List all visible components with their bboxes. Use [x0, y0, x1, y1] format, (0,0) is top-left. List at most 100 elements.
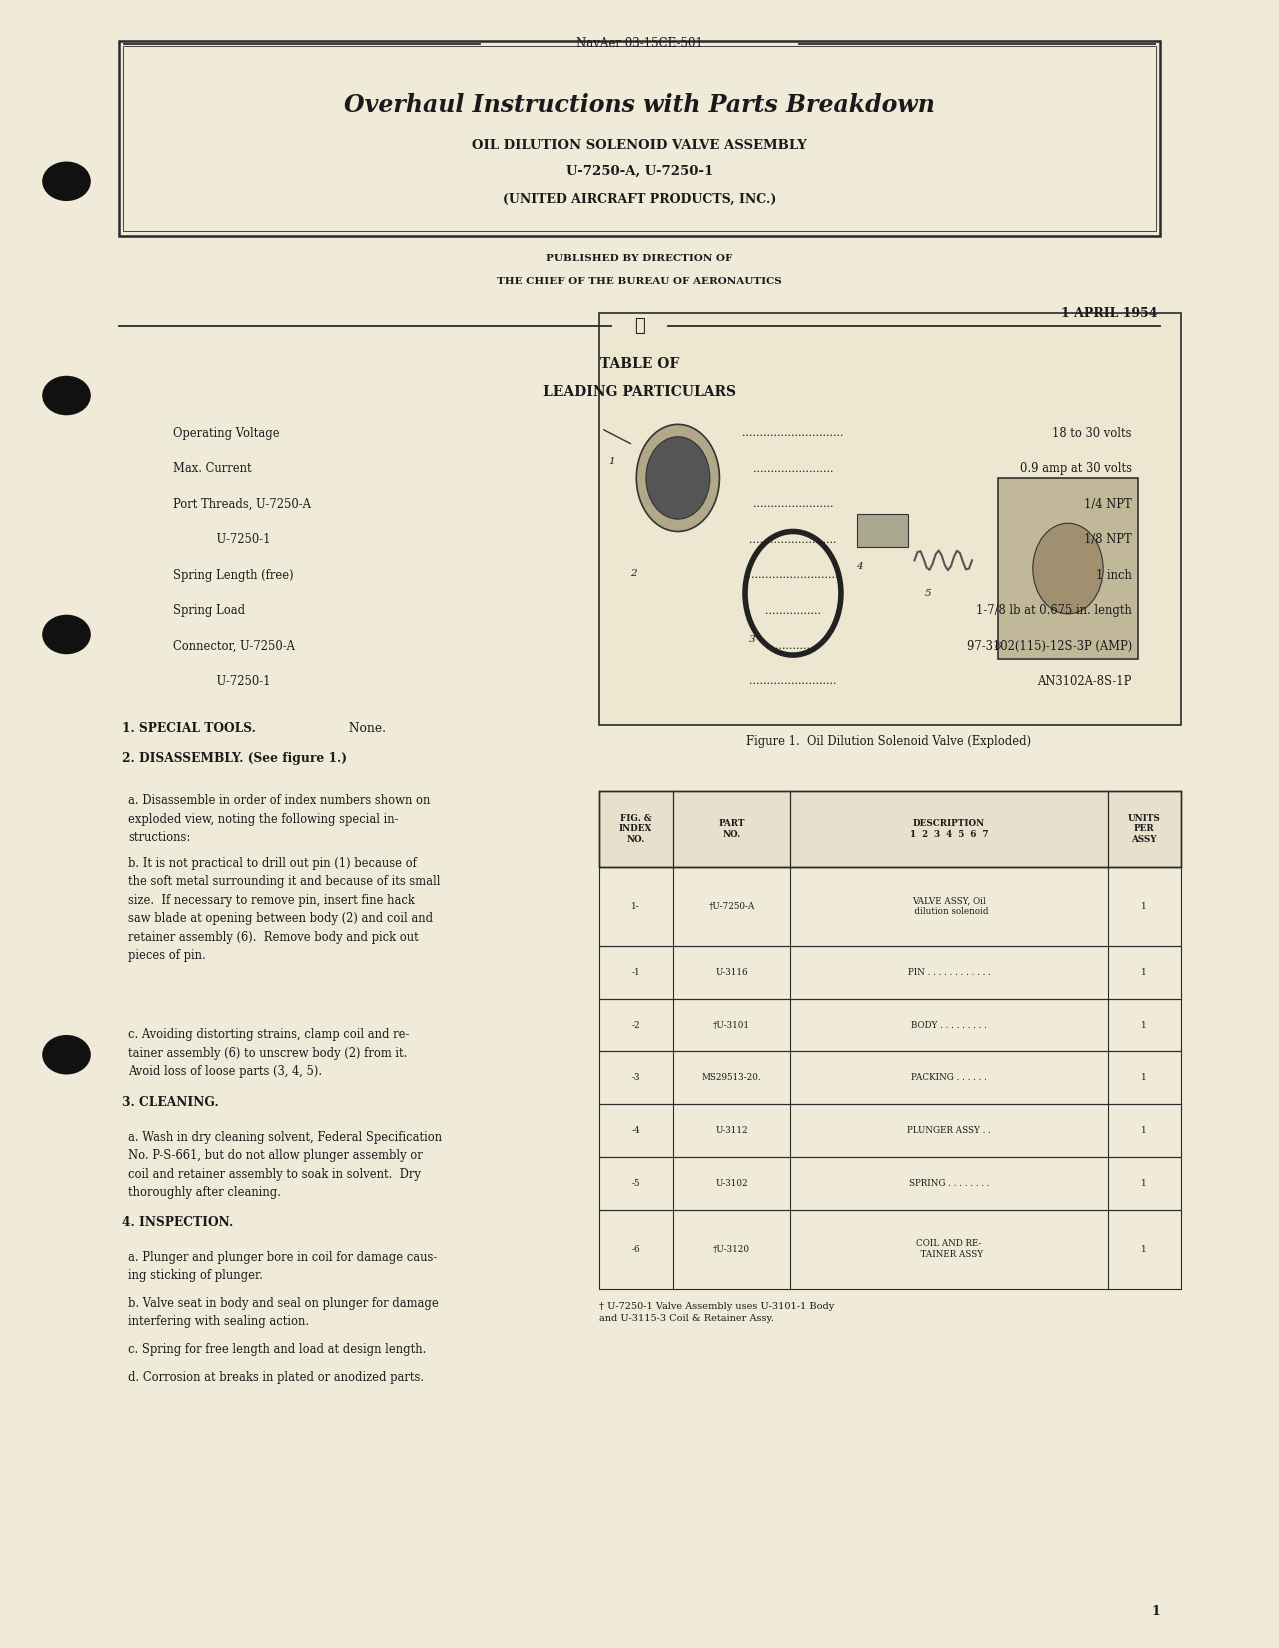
Text: ★: ★: [634, 318, 645, 335]
Text: Overhaul Instructions with Parts Breakdown: Overhaul Instructions with Parts Breakdo…: [344, 94, 935, 117]
Bar: [599, 1157, 1181, 1210]
Text: 1: 1: [608, 456, 615, 466]
Text: 1: 1: [1141, 1244, 1147, 1254]
Text: -2: -2: [632, 1020, 640, 1030]
Text: TABLE OF: TABLE OF: [600, 358, 679, 371]
Text: MS29513-20.: MS29513-20.: [702, 1073, 761, 1083]
Text: OIL DILUTION SOLENOID VALVE ASSEMBLY: OIL DILUTION SOLENOID VALVE ASSEMBLY: [472, 138, 807, 152]
Text: ..........: ..........: [775, 641, 811, 651]
Text: c. Avoiding distorting strains, clamp coil and re-
tainer assembly (6) to unscre: c. Avoiding distorting strains, clamp co…: [128, 1028, 409, 1078]
Text: -4: -4: [632, 1126, 640, 1135]
Text: U-7250-A, U-7250-1: U-7250-A, U-7250-1: [565, 165, 714, 178]
Text: Spring Load: Spring Load: [173, 605, 244, 616]
Text: .............................: .............................: [742, 428, 844, 438]
Text: 3: 3: [748, 634, 756, 644]
Text: 1: 1: [1141, 901, 1147, 911]
Text: U-3112: U-3112: [715, 1126, 748, 1135]
Bar: [599, 313, 1181, 725]
Ellipse shape: [42, 1035, 91, 1074]
Text: U-7250-1: U-7250-1: [173, 534, 270, 545]
Text: -3: -3: [632, 1073, 640, 1083]
Text: PART
NO.: PART NO.: [719, 819, 744, 839]
Text: 1. SPECIAL TOOLS.: 1. SPECIAL TOOLS.: [122, 722, 256, 735]
Text: .......................: .......................: [753, 499, 833, 509]
Text: 1: 1: [1141, 967, 1147, 977]
Text: 5: 5: [925, 588, 932, 598]
Text: Figure 1.  Oil Dilution Solenoid Valve (Exploded): Figure 1. Oil Dilution Solenoid Valve (E…: [747, 735, 1031, 748]
Text: 1 APRIL 1954: 1 APRIL 1954: [1062, 307, 1157, 320]
Text: 4: 4: [856, 562, 863, 572]
Text: 6: 6: [994, 641, 1001, 651]
Ellipse shape: [42, 162, 91, 201]
Text: PIN . . . . . . . . . . . .: PIN . . . . . . . . . . . .: [908, 967, 990, 977]
Text: b. Valve seat in body and seal on plunger for damage
interfering with sealing ac: b. Valve seat in body and seal on plunge…: [128, 1297, 439, 1328]
Text: 3. CLEANING.: 3. CLEANING.: [122, 1096, 219, 1109]
Text: THE CHIEF OF THE BUREAU OF AERONAUTICS: THE CHIEF OF THE BUREAU OF AERONAUTICS: [498, 277, 781, 287]
Text: Connector, U-7250-A: Connector, U-7250-A: [173, 639, 294, 653]
Bar: [599, 946, 1181, 999]
Ellipse shape: [636, 425, 719, 532]
Text: -1: -1: [632, 967, 640, 977]
Text: †U-7250-A: †U-7250-A: [709, 901, 755, 911]
Bar: [599, 999, 1181, 1051]
Text: VALVE ASSY, Oil
  dilution solenoid: VALVE ASSY, Oil dilution solenoid: [909, 897, 989, 916]
Text: 1: 1: [1141, 1073, 1147, 1083]
Text: UNITS
PER
ASSY: UNITS PER ASSY: [1128, 814, 1160, 844]
Text: 1: 1: [1141, 1020, 1147, 1030]
Text: c. Spring for free length and load at design length.: c. Spring for free length and load at de…: [128, 1343, 426, 1356]
Text: 18 to 30 volts: 18 to 30 volts: [1053, 427, 1132, 440]
Text: ............................: ............................: [744, 570, 842, 580]
Text: FIG. &
INDEX
NO.: FIG. & INDEX NO.: [619, 814, 652, 844]
Text: PUBLISHED BY DIRECTION OF: PUBLISHED BY DIRECTION OF: [546, 254, 733, 264]
Bar: [123, 46, 1156, 231]
Text: SPRING . . . . . . . .: SPRING . . . . . . . .: [909, 1178, 989, 1188]
Text: Spring Length (free): Spring Length (free): [173, 569, 293, 582]
Bar: [599, 1051, 1181, 1104]
Text: .........................: .........................: [749, 676, 836, 687]
Text: -6: -6: [632, 1244, 640, 1254]
Bar: [857, 514, 908, 547]
Text: LEADING PARTICULARS: LEADING PARTICULARS: [544, 386, 735, 399]
Text: U-3116: U-3116: [715, 967, 748, 977]
Text: U-3102: U-3102: [715, 1178, 748, 1188]
Text: ................: ................: [765, 605, 821, 616]
Text: PACKING . . . . . .: PACKING . . . . . .: [911, 1073, 987, 1083]
Bar: [599, 867, 1181, 946]
Text: 2: 2: [629, 569, 637, 578]
Text: † U-7250-1 Valve Assembly uses U-3101-1 Body
and U-3115-3 Coil & Retainer Assy.: † U-7250-1 Valve Assembly uses U-3101-1 …: [599, 1302, 834, 1323]
Ellipse shape: [42, 615, 91, 654]
Text: a. Plunger and plunger bore in coil for damage caus-
ing sticking of plunger.: a. Plunger and plunger bore in coil for …: [128, 1251, 437, 1282]
Text: 0.9 amp at 30 volts: 0.9 amp at 30 volts: [1019, 463, 1132, 475]
Text: .......................: .......................: [753, 463, 833, 475]
Text: Max. Current: Max. Current: [173, 463, 251, 475]
Bar: [998, 478, 1138, 659]
Text: 4. INSPECTION.: 4. INSPECTION.: [122, 1216, 233, 1229]
Ellipse shape: [646, 437, 710, 519]
Text: AN3102A-8S-1P: AN3102A-8S-1P: [1037, 676, 1132, 687]
Text: 1: 1: [1141, 1178, 1147, 1188]
Text: .........................: .........................: [749, 534, 836, 545]
Text: None.: None.: [345, 722, 386, 735]
Text: 1-: 1-: [632, 901, 640, 911]
Bar: [599, 791, 1181, 867]
Text: b. It is not practical to drill out pin (1) because of
the soft metal surroundin: b. It is not practical to drill out pin …: [128, 857, 440, 962]
Text: COIL AND RE-
  TAINER ASSY: COIL AND RE- TAINER ASSY: [914, 1239, 984, 1259]
Text: DESCRIPTION
1  2  3  4  5  6  7: DESCRIPTION 1 2 3 4 5 6 7: [909, 819, 989, 839]
Text: U-7250-1: U-7250-1: [173, 676, 270, 687]
Text: a. Disassemble in order of index numbers shown on
exploded view, noting the foll: a. Disassemble in order of index numbers…: [128, 794, 430, 844]
Text: a. Wash in dry cleaning solvent, Federal Specification
No. P-S-661, but do not a: a. Wash in dry cleaning solvent, Federal…: [128, 1131, 443, 1200]
Ellipse shape: [42, 376, 91, 415]
Text: †U-3101: †U-3101: [714, 1020, 749, 1030]
Text: NavAer 03-15CE-501: NavAer 03-15CE-501: [576, 38, 703, 49]
Text: PLUNGER ASSY . .: PLUNGER ASSY . .: [907, 1126, 991, 1135]
Bar: [119, 41, 1160, 236]
Text: BODY . . . . . . . . .: BODY . . . . . . . . .: [911, 1020, 987, 1030]
Ellipse shape: [1032, 522, 1102, 613]
Bar: [599, 1210, 1181, 1289]
Text: †U-3120: †U-3120: [714, 1244, 749, 1254]
Text: d. Corrosion at breaks in plated or anodized parts.: d. Corrosion at breaks in plated or anod…: [128, 1371, 425, 1384]
Text: -5: -5: [632, 1178, 640, 1188]
Text: 1/4 NPT: 1/4 NPT: [1085, 498, 1132, 511]
Text: 1/8 NPT: 1/8 NPT: [1085, 534, 1132, 545]
Text: 97-3102(115)-12S-3P (AMP): 97-3102(115)-12S-3P (AMP): [967, 639, 1132, 653]
